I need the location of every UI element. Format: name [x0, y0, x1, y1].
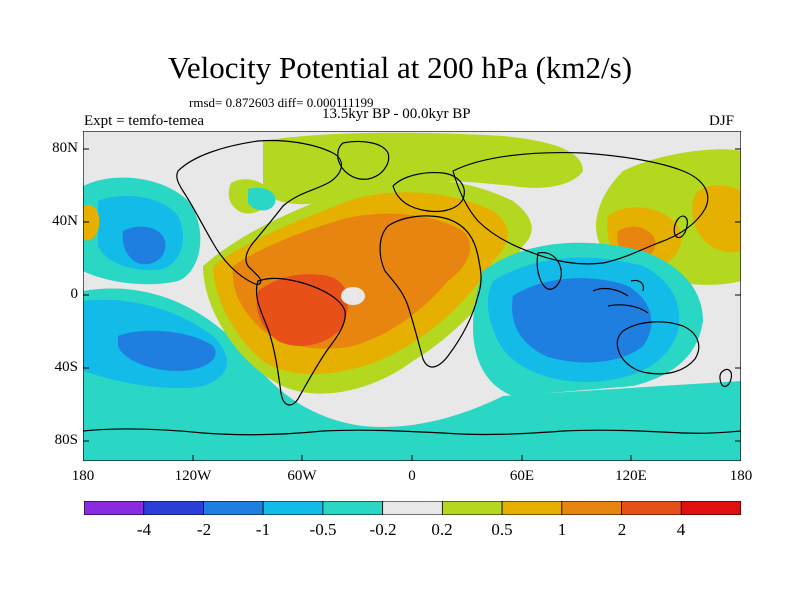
- coastline-japan: [673, 215, 688, 239]
- colorbar-box: [262, 501, 324, 515]
- experiment-label: Expt = temfo-temea: [84, 113, 205, 129]
- colorbar-label: 0.2: [431, 520, 453, 539]
- coastline-africa: [379, 215, 482, 368]
- coastline-asia: [452, 151, 709, 265]
- lat-label-40n: 40N: [52, 213, 78, 229]
- coastlines: [83, 139, 741, 436]
- lon-label-60w: 60W: [287, 468, 317, 484]
- lat-label-80s: 80S: [54, 432, 78, 448]
- colorbar-box: [382, 501, 443, 515]
- lon-label-180-west: 180: [71, 468, 95, 484]
- coastline-greenland: [337, 140, 390, 180]
- coastline-antarctica: [83, 428, 741, 436]
- colorbar-label: -0.5: [309, 520, 337, 539]
- colorbar-label: -0.2: [369, 520, 397, 539]
- colorbar-label: -1: [255, 520, 271, 539]
- colorbar-box: [441, 501, 503, 515]
- lat-label-0: 0: [70, 286, 79, 302]
- colorbar-box: [203, 501, 264, 515]
- colorbar-label: 2: [617, 520, 627, 539]
- colorbar-label: 1: [557, 520, 567, 539]
- lat-label-40s: 40S: [54, 359, 78, 375]
- colorbar: [84, 501, 741, 515]
- contour-blue-indopacific: [512, 278, 652, 363]
- stats-text: rmsd= 0.872603 diff= 0.000111199: [189, 95, 374, 110]
- colorbar-box: [680, 501, 741, 515]
- contour-gold-north-pacific-east: [692, 185, 741, 253]
- season-label: DJF: [709, 113, 735, 129]
- chart-title: Velocity Potential at 200 hPa (km2/s): [167, 50, 633, 85]
- coastline-new-zealand: [719, 368, 733, 388]
- coastline-south-america: [255, 277, 346, 406]
- velocity-potential-map: [83, 131, 741, 461]
- contour-blue-south-pacific: [118, 330, 216, 371]
- colorbar-box: [621, 501, 682, 515]
- coastline-australia: [616, 321, 700, 375]
- colorbar-label: 4: [676, 520, 686, 539]
- colorbar-boxes: [84, 501, 741, 515]
- contour-gold-north-pacific-west: [83, 204, 100, 241]
- lat-label-80n: 80N: [52, 140, 78, 156]
- colorbar-box: [84, 501, 145, 515]
- lon-label-120w: 120W: [174, 468, 212, 484]
- contour-cyan-south: [83, 288, 741, 461]
- lon-ticks: [192, 455, 632, 461]
- colorbar-box: [143, 501, 204, 515]
- coastline-north-america: [176, 139, 343, 285]
- contour-yellow-eurasia: [263, 132, 583, 205]
- contour-gap-atlantic: [341, 287, 365, 305]
- period-text: 13.5kyr BP - 00.0kyr BP: [322, 106, 471, 122]
- lon-label-60e: 60E: [509, 468, 535, 484]
- contour-blue-north-pacific: [122, 226, 166, 265]
- colorbar-box: [322, 501, 384, 515]
- colorbar-box: [501, 501, 563, 515]
- colorbar-label: -4: [136, 520, 152, 539]
- colorbar-label: -2: [196, 520, 212, 539]
- colorbar-box: [561, 501, 622, 515]
- lon-label-120e: 120E: [615, 468, 647, 484]
- contour-cyan-gulf: [248, 187, 276, 211]
- colorbar-label: 0.5: [491, 520, 513, 539]
- lon-label-180-east: 180: [729, 468, 753, 484]
- lat-ticks: [83, 148, 741, 442]
- lon-label-0: 0: [408, 468, 416, 484]
- coastline-india: [536, 251, 562, 290]
- coastline-maritime: [592, 279, 649, 314]
